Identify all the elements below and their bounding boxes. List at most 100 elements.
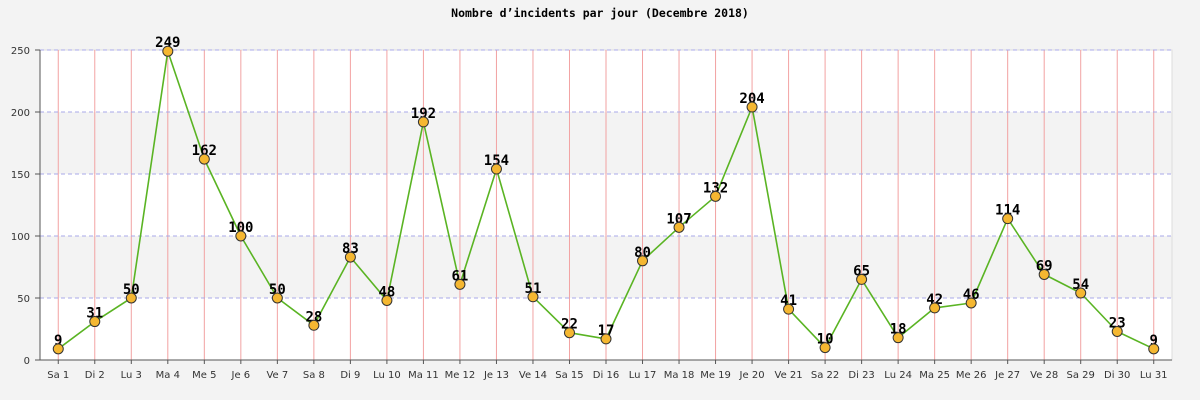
data-point-marker xyxy=(819,342,831,354)
data-point-marker xyxy=(563,327,575,339)
data-label: 41 xyxy=(780,293,797,309)
data-point-marker xyxy=(344,251,356,263)
data-point-marker xyxy=(162,45,174,57)
data-labels: 9 31 50 249 162 100 50 28 83 48 192 61 154 51 22 17 80 10… xyxy=(54,35,1158,349)
data-point-marker xyxy=(527,291,539,303)
x-tick-label: Me 5 xyxy=(192,370,216,381)
data-point-marker xyxy=(198,153,210,165)
x-tick-label: Di 2 xyxy=(85,370,105,381)
chart-title: Nombre d’incidents par jour (Decembre 20… xyxy=(451,6,749,20)
x-tick-label: Je 20 xyxy=(739,370,765,381)
data-point-marker xyxy=(710,190,722,202)
y-tick-label: 0 xyxy=(24,356,30,367)
data-label: 9 xyxy=(54,333,62,349)
y-tick-label: 100 xyxy=(11,232,30,243)
x-tick-label: Lu 24 xyxy=(884,370,912,381)
x-tick-label: Ma 4 xyxy=(156,370,180,381)
data-label: 23 xyxy=(1109,315,1126,331)
data-point-marker xyxy=(1148,343,1160,355)
x-tick-label: Je 6 xyxy=(231,370,251,381)
data-point-marker xyxy=(1111,325,1123,337)
data-label: 100 xyxy=(228,220,253,236)
data-markers xyxy=(52,45,1160,355)
data-point-marker xyxy=(856,273,868,285)
data-label: 50 xyxy=(269,282,286,298)
data-point-marker xyxy=(746,101,758,113)
data-point-marker xyxy=(929,302,941,314)
data-label: 9 xyxy=(1150,333,1158,349)
data-label: 83 xyxy=(342,241,359,257)
x-tick-label: Sa 22 xyxy=(811,370,839,381)
x-gridlines xyxy=(57,50,1155,360)
data-point-marker xyxy=(965,297,977,309)
x-tick-label: Lu 10 xyxy=(373,370,401,381)
data-label: 69 xyxy=(1036,258,1053,274)
y-tick-label: 50 xyxy=(17,294,30,305)
data-point-marker xyxy=(783,303,795,315)
x-tick-label: Di 30 xyxy=(1104,370,1130,381)
x-tick-label: Sa 8 xyxy=(303,370,325,381)
x-tick-label: Me 12 xyxy=(445,370,476,381)
data-point-marker xyxy=(1002,213,1014,225)
data-label: 192 xyxy=(411,106,436,122)
x-tick-label: Lu 17 xyxy=(629,370,657,381)
data-point-marker xyxy=(125,292,137,304)
x-tick-label: Ve 28 xyxy=(1030,370,1058,381)
data-point-marker xyxy=(271,292,283,304)
data-label: 114 xyxy=(995,203,1020,219)
data-point-marker xyxy=(1075,287,1087,299)
data-label: 80 xyxy=(634,245,651,261)
data-label: 42 xyxy=(926,292,943,308)
x-axis-ticks: Sa 1 Di 2 Lu 3 Ma 4 Me 5 Je 6 Ve 7 Sa 8 Di 9 Lu 1… xyxy=(47,360,1168,381)
data-point-marker xyxy=(454,278,466,290)
data-label: 132 xyxy=(703,180,728,196)
x-tick-label: Je 27 xyxy=(994,370,1020,381)
data-point-marker xyxy=(381,294,393,306)
data-point-marker xyxy=(308,319,320,331)
data-label: 162 xyxy=(192,143,217,159)
data-label: 61 xyxy=(452,268,469,284)
data-label: 22 xyxy=(561,317,578,333)
x-tick-label: Ve 14 xyxy=(519,370,547,381)
data-point-marker xyxy=(892,332,904,344)
data-point-marker xyxy=(89,316,101,328)
data-point-marker xyxy=(417,116,429,128)
data-label: 17 xyxy=(598,323,615,339)
x-tick-label: Sa 15 xyxy=(555,370,583,381)
x-tick-label: Di 23 xyxy=(848,370,874,381)
data-point-marker xyxy=(235,230,247,242)
data-point-marker xyxy=(1038,268,1050,280)
data-label: 18 xyxy=(890,322,907,338)
y-tick-label: 200 xyxy=(11,108,30,119)
data-point-marker xyxy=(673,221,685,233)
x-tick-label: Di 9 xyxy=(340,370,360,381)
data-label: 50 xyxy=(123,282,140,298)
data-label: 51 xyxy=(525,281,542,297)
y-axis-ticks: 0 50 100 150 200 250 xyxy=(11,46,40,367)
x-tick-label: Ma 11 xyxy=(408,370,439,381)
data-point-marker xyxy=(490,163,502,175)
x-tick-label: Lu 31 xyxy=(1140,370,1168,381)
data-point-marker xyxy=(52,343,64,355)
x-tick-label: Ma 25 xyxy=(919,370,950,381)
data-point-marker xyxy=(637,255,649,267)
x-tick-label: Je 13 xyxy=(483,370,509,381)
x-tick-label: Me 19 xyxy=(700,370,731,381)
x-tick-label: Lu 3 xyxy=(121,370,142,381)
x-tick-label: Ve 21 xyxy=(775,370,803,381)
data-label: 10 xyxy=(817,332,834,348)
x-tick-label: Ma 18 xyxy=(664,370,695,381)
data-label: 46 xyxy=(963,287,980,303)
x-tick-label: Sa 29 xyxy=(1067,370,1095,381)
data-label: 31 xyxy=(86,306,103,322)
data-label: 48 xyxy=(378,284,395,300)
x-tick-label: Di 16 xyxy=(593,370,619,381)
x-tick-label: Ve 7 xyxy=(266,370,288,381)
y-tick-label: 250 xyxy=(11,46,30,57)
data-label: 54 xyxy=(1072,277,1089,293)
data-label: 28 xyxy=(305,309,322,325)
x-tick-label: Me 26 xyxy=(956,370,987,381)
data-label: 154 xyxy=(484,153,509,169)
data-label: 249 xyxy=(155,35,180,51)
